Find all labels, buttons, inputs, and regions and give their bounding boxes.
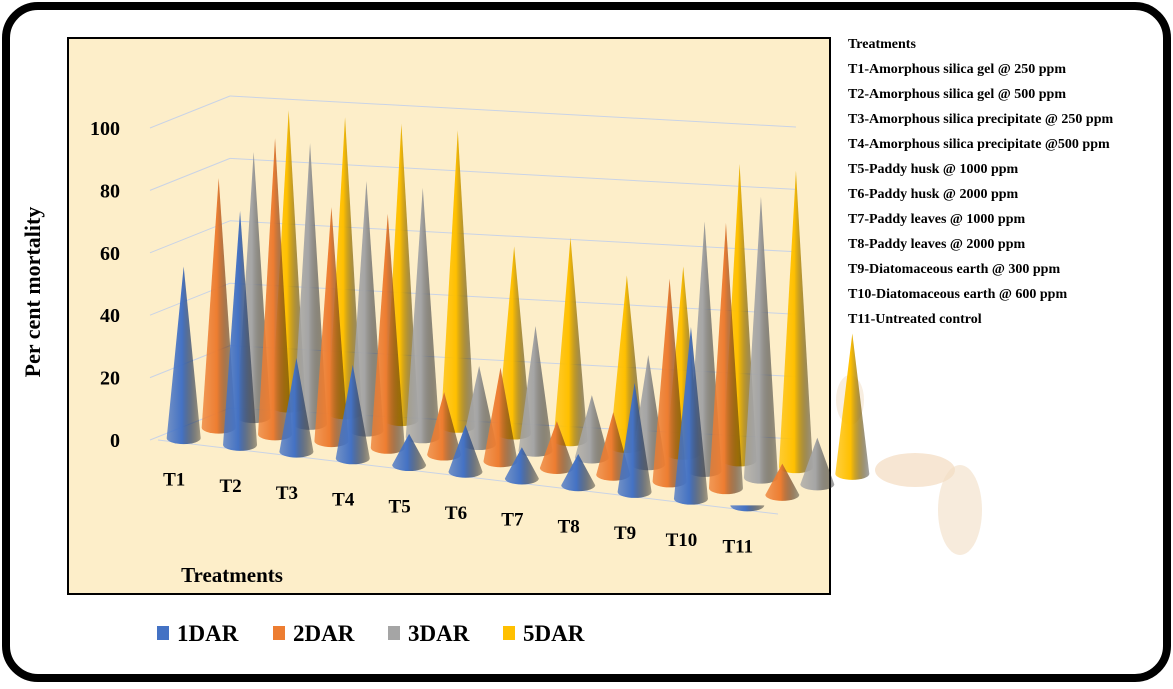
x-tick-label: T6 xyxy=(445,503,467,524)
note-item: T10-Diatomaceous earth @ 600 ppm xyxy=(848,287,1067,302)
note-item: T8-Paddy leaves @ 2000 ppm xyxy=(848,237,1025,252)
x-tick-label: T11 xyxy=(723,537,754,558)
y-tick-label: 100 xyxy=(90,118,120,140)
chart: Per cent mortality Treatments 0 20 40 60 80 1… xyxy=(0,0,1173,684)
legend-swatch xyxy=(157,626,169,640)
note-item: T6-Paddy husk @ 2000 ppm xyxy=(848,187,1019,202)
legend-label: 2DAR xyxy=(293,621,355,646)
note-item: T1-Amorphous silica gel @ 250 ppm xyxy=(848,62,1066,77)
note-item: T9-Diatomaceous earth @ 300 ppm xyxy=(848,262,1060,277)
notes-title: Treatments xyxy=(848,37,916,52)
x-tick-label: T10 xyxy=(666,530,698,551)
legend-label: 3DAR xyxy=(408,621,470,646)
note-item: T3-Amorphous silica precipitate @ 250 pp… xyxy=(848,112,1113,127)
note-item: T7-Paddy leaves @ 1000 ppm xyxy=(848,212,1025,227)
legend-label: 5DAR xyxy=(523,621,585,646)
note-item: T4-Amorphous silica precipitate @500 ppm xyxy=(848,137,1110,152)
page: {"chart_data": {"type": "cone3d", "y_lab… xyxy=(0,0,1173,684)
note-item: T5-Paddy husk @ 1000 ppm xyxy=(848,162,1019,177)
x-tick-label: T4 xyxy=(332,490,355,511)
x-tick-label: T5 xyxy=(389,496,411,517)
x-tick-label: T1 xyxy=(163,469,185,490)
x-tick-label: T2 xyxy=(219,476,241,497)
y-tick-label: 80 xyxy=(100,180,120,202)
x-tick-label: T9 xyxy=(614,523,636,544)
x-tick-label: T8 xyxy=(558,516,580,537)
y-tick-label: 60 xyxy=(100,243,120,265)
legend-label: 1DAR xyxy=(177,621,239,646)
x-axis-label: Treatments xyxy=(181,563,283,587)
y-tick-label: 0 xyxy=(110,430,120,452)
legend-swatch xyxy=(503,626,515,640)
note-item: T11-Untreated control xyxy=(848,312,982,327)
legend-swatch xyxy=(388,626,400,640)
y-axis-label: Per cent mortality xyxy=(20,207,45,378)
y-tick-label: 20 xyxy=(100,368,120,390)
legend-swatch xyxy=(273,626,285,640)
note-item: T2-Amorphous silica gel @ 500 ppm xyxy=(848,87,1066,102)
decor xyxy=(938,465,982,555)
x-tick-label: T3 xyxy=(276,483,298,504)
y-tick-label: 40 xyxy=(100,305,120,327)
x-tick-label: T7 xyxy=(501,510,524,531)
